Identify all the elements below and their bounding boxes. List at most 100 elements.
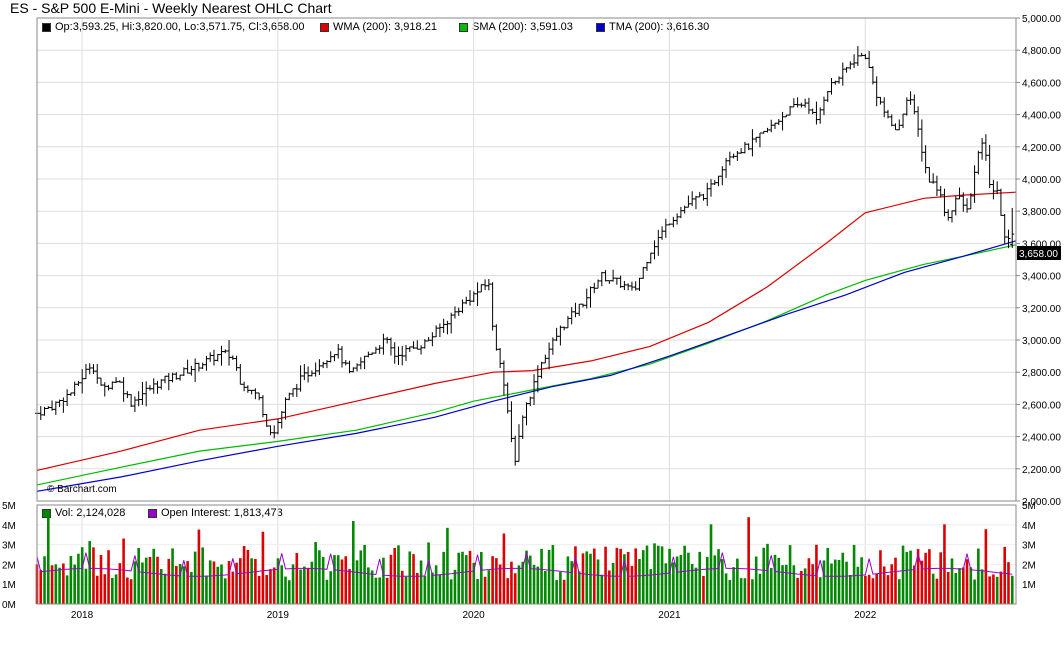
volume-layer (35, 517, 1014, 604)
ohlc-bar (178, 374, 183, 381)
oi-swatch-icon (148, 508, 157, 518)
ohlc-bar (976, 150, 981, 175)
volume-bar (287, 580, 291, 604)
volume-bar (826, 547, 830, 604)
volume-bar (762, 547, 766, 604)
volume-bar (626, 551, 630, 604)
volume-bar (502, 533, 506, 604)
volume-bar (88, 541, 92, 604)
volume-bar (611, 562, 615, 604)
vol-y-tick-label-left: 0M (2, 600, 16, 611)
tma-legend-text: TMA (200): 3,616.30 (609, 21, 710, 33)
ohlc-bar (309, 370, 314, 377)
ohlc-bar (419, 345, 424, 355)
ohlc-bar (949, 210, 954, 223)
ohlc-bar (769, 119, 774, 133)
ohlc-bar (404, 344, 409, 362)
ohlc-bar (479, 284, 484, 293)
volume-bar (660, 546, 664, 604)
volume-bar (374, 577, 378, 604)
volume-bar (679, 554, 683, 604)
ohlc-bar (35, 412, 39, 416)
volume-bar (246, 550, 250, 604)
ohlc-bar (599, 271, 604, 287)
ohlc-bar (569, 307, 574, 325)
ohlc-bar (859, 52, 864, 57)
volume-bar (201, 547, 204, 604)
ohlc-bar (87, 363, 92, 375)
ohlc-bar (724, 157, 729, 178)
sma-legend-text: SMA (200): 3,591.03 (472, 21, 573, 33)
volume-bar (46, 517, 50, 604)
volume-bar (980, 569, 984, 604)
ohlc-bar (848, 61, 853, 70)
volume-bar (818, 577, 822, 604)
ohlc-bar (697, 191, 702, 198)
y-tick-label: 3,000.00 (1022, 336, 1061, 347)
ohlc-bar (400, 345, 405, 366)
volume-bar (856, 566, 860, 604)
volume-bar (257, 575, 261, 604)
ohlc-bar (215, 354, 220, 362)
series-line-wma (36, 191, 1017, 471)
volume-bar (788, 545, 792, 604)
volume-bar (235, 562, 238, 604)
y-tick-label: 4,200.00 (1022, 143, 1061, 154)
volume-bar (766, 543, 769, 604)
ohlc-bar (927, 167, 932, 183)
volume-bar (412, 554, 415, 604)
volume-bar (457, 552, 461, 604)
volume-bar (50, 565, 54, 604)
ohlc-bar (449, 312, 454, 334)
ohlc-bar (490, 282, 495, 331)
series-line-sma (36, 244, 1017, 486)
volume-bar (705, 556, 709, 604)
ohlc-bar (897, 119, 902, 131)
ohlc-bar (415, 340, 420, 350)
volume-bar (306, 567, 310, 604)
volume-swatch-icon (42, 508, 51, 518)
ohlc-bar (174, 372, 179, 380)
ohlc-bar (806, 97, 811, 114)
y-tick-label: 4,600.00 (1022, 78, 1061, 89)
volume-legend-text: Vol: 2,124,028 (55, 507, 126, 519)
ohlc-bar (407, 346, 412, 352)
volume-bar (487, 570, 491, 604)
ohlc-bar (901, 113, 906, 129)
ohlc-bar (114, 377, 119, 384)
ohlc-bar (370, 352, 375, 356)
last-price-tag: 3,658.00 (1017, 246, 1061, 260)
ohlc-bar (938, 186, 943, 198)
volume-bar (551, 545, 555, 604)
volume-bar (464, 555, 468, 604)
volume-bar (675, 556, 679, 604)
ohlc-bar (607, 280, 612, 284)
volume-bar (141, 562, 144, 604)
ohlc-bar (324, 360, 329, 369)
volume-bar (796, 577, 799, 604)
ohlc-bar (200, 362, 205, 370)
volume-bar (310, 561, 314, 604)
ohlc-bar (65, 389, 70, 407)
ohlc-bar (388, 337, 393, 356)
chart-title: ES - S&P 500 E-Mini - Weekly Nearest OHL… (10, 0, 332, 16)
ohlc-bar (328, 351, 333, 363)
volume-bar (525, 550, 528, 604)
ohlc-bar (298, 365, 303, 392)
volume-bar (434, 565, 438, 604)
volume-bar (517, 565, 521, 604)
volume-bar (370, 570, 374, 604)
y-tick-label: 3,800.00 (1022, 207, 1061, 218)
sma-swatch-icon (459, 22, 468, 32)
volume-bar (216, 566, 220, 604)
volume-bar (890, 564, 894, 604)
volume-bar (875, 573, 878, 604)
ohlc-bar (272, 425, 277, 439)
ohlc-bar (671, 216, 676, 228)
ohlc-bar (140, 381, 145, 406)
volume-bar (958, 568, 961, 604)
ohlc-bar (336, 344, 341, 359)
volume-bar (792, 565, 796, 604)
ohlc-bar (686, 195, 691, 208)
volume-bar (416, 572, 419, 604)
